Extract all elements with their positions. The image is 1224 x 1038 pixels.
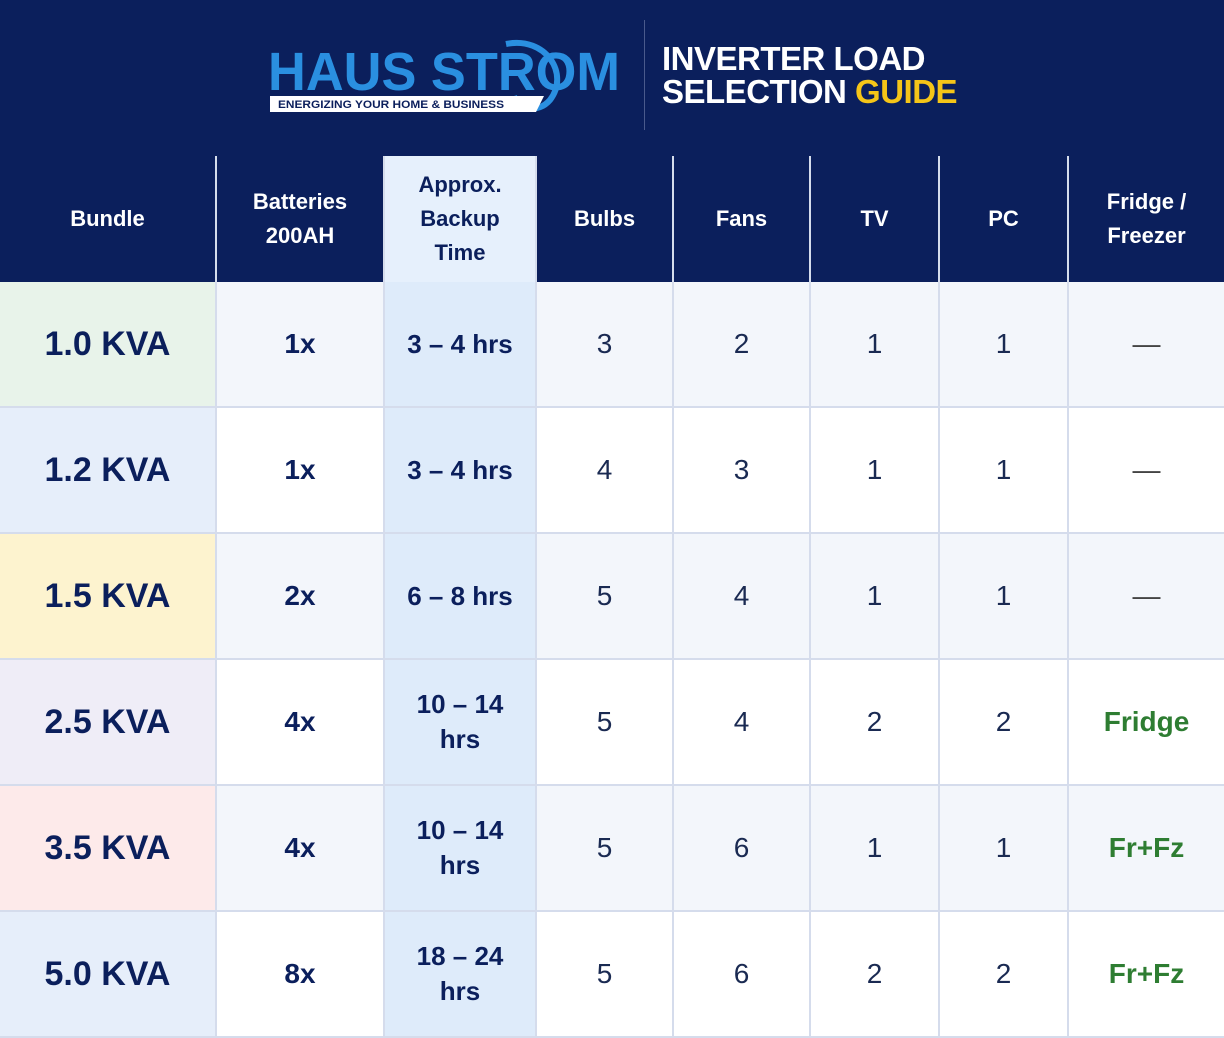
bulbs-cell: 4 (536, 407, 674, 534)
column-header-text: Freezer (1107, 223, 1186, 248)
tagline-banner (270, 96, 544, 112)
bundle-cell: 2.5 KVA (0, 659, 217, 786)
fans-cell: 2 (673, 282, 811, 408)
backup-time-text: 3 – 4 hrs (407, 454, 513, 485)
title-prefix: SELECTION (662, 73, 856, 110)
pc-cell: 1 (939, 407, 1069, 534)
table-row: 3.5 KVA 4x 10 – 14 hrs 5 6 1 1 Fr+Fz (0, 785, 1224, 912)
fridge-freezer-cell: — (1068, 282, 1224, 408)
bundle-cell: 1.0 KVA (0, 282, 217, 408)
bulbs-cell: 3 (536, 282, 674, 408)
column-header-bulbs: Bulbs (536, 156, 674, 282)
backup-time-cell: 10 – 14 hrs (384, 659, 537, 786)
fans-cell: 6 (673, 785, 811, 912)
backup-time-text: 10 – 14 (416, 815, 504, 845)
bundle-cell: 5.0 KVA (0, 911, 217, 1038)
column-header-text: Batteries (252, 189, 348, 214)
table-body: 1.0 KVA 1x 3 – 4 hrs 3 2 1 1—1.2 KVA 1x 3 – 4 hr… (0, 282, 1224, 1038)
bulbs-cell: 5 (536, 785, 674, 912)
backup-time-text: hrs (439, 976, 481, 1006)
backup-time-cell: 3 – 4 hrs (384, 282, 537, 408)
column-header-text: Bulbs (573, 206, 636, 231)
batteries-cell: 4x (216, 785, 385, 912)
column-header-tv: TV (810, 156, 940, 282)
backup-time-cell: 10 – 14 hrs (384, 785, 537, 912)
haus-strom-logo: HAUS STROM ENERGIZING YOUR HOME & BUSINE… (268, 34, 628, 116)
bulbs-cell: 5 (536, 659, 674, 786)
fridge-freezer-cell: Fr+Fz (1068, 785, 1224, 912)
pc-cell: 2 (939, 659, 1069, 786)
bundle-cell: 1.2 KVA (0, 407, 217, 534)
backup-time-text: 10 – 14 (416, 689, 504, 719)
column-header-text: Time (434, 240, 486, 265)
header-divider (644, 20, 645, 130)
load-selection-table: Bundle Batteries 200AH Approx. Backup Time Bul… (0, 156, 1224, 1038)
column-header-text: Approx. (418, 172, 502, 197)
table-row: 1.5 KVA 2x 6 – 8 hrs 5 4 1 1— (0, 533, 1224, 660)
fridge-freezer-cell: — (1068, 533, 1224, 660)
brand-tagline: ENERGIZING YOUR HOME & BUSINESS (278, 99, 504, 111)
batteries-cell: 2x (216, 533, 385, 660)
backup-time-text: 3 – 4 hrs (407, 328, 513, 359)
table-row: 1.0 KVA 1x 3 – 4 hrs 3 2 1 1— (0, 282, 1224, 408)
tv-cell: 1 (810, 407, 940, 534)
batteries-cell: 8x (216, 911, 385, 1038)
column-header-batteries: Batteries 200AH (216, 156, 385, 282)
fridge-freezer-cell: Fr+Fz (1068, 911, 1224, 1038)
fridge-freezer-cell: Fridge (1068, 659, 1224, 786)
table-row: 2.5 KVA 4x 10 – 14 hrs 5 4 2 2 Fridge (0, 659, 1224, 786)
column-header-text: TV (860, 206, 889, 231)
bulbs-cell: 5 (536, 911, 674, 1038)
pc-cell: 1 (939, 282, 1069, 408)
tv-cell: 1 (810, 785, 940, 912)
title-line-1: INVERTER LOAD (662, 40, 926, 77)
column-header-bundle: Bundle (0, 156, 217, 282)
column-header-backup-time: Approx. Backup Time (384, 156, 537, 282)
pc-cell: 1 (939, 533, 1069, 660)
header-banner: HAUS STROM ENERGIZING YOUR HOME & BUSINE… (0, 0, 1224, 156)
fridge-freezer-cell: — (1068, 407, 1224, 534)
column-header-text: PC (988, 206, 1019, 231)
column-header-text: 200AH (265, 223, 335, 248)
fans-cell: 4 (673, 659, 811, 786)
tv-cell: 1 (810, 282, 940, 408)
column-header-fans: Fans (673, 156, 811, 282)
tv-cell: 2 (810, 911, 940, 1038)
backup-time-cell: 6 – 8 hrs (384, 533, 537, 660)
column-header-text: Bundle (70, 206, 145, 231)
fans-cell: 6 (673, 911, 811, 1038)
bundle-cell: 3.5 KVA (0, 785, 217, 912)
table-row: 5.0 KVA 8x 18 – 24 hrs 5 6 2 2 Fr+Fz (0, 911, 1224, 1038)
fans-cell: 3 (673, 407, 811, 534)
column-header-text: Fans (715, 206, 768, 231)
batteries-cell: 1x (216, 407, 385, 534)
pc-cell: 2 (939, 911, 1069, 1038)
batteries-cell: 4x (216, 659, 385, 786)
batteries-cell: 1x (216, 282, 385, 408)
backup-time-text: 18 – 24 (416, 941, 504, 971)
backup-time-text: hrs (439, 724, 481, 754)
bundle-cell: 1.5 KVA (0, 533, 217, 660)
pc-cell: 1 (939, 785, 1069, 912)
backup-time-text: hrs (439, 850, 481, 880)
column-header-text: Backup (420, 206, 500, 231)
brand-name: HAUS STROM (268, 42, 620, 102)
tv-cell: 2 (810, 659, 940, 786)
guide-title: INVERTER LOAD SELECTION GUIDE (662, 40, 958, 110)
backup-time-text: 6 – 8 hrs (407, 580, 513, 611)
column-header-pc: PC (939, 156, 1069, 282)
title-accent: GUIDE (855, 73, 958, 110)
header-row: Bundle Batteries 200AH Approx. Backup Time Bul… (0, 156, 1224, 282)
backup-time-cell: 3 – 4 hrs (384, 407, 537, 534)
column-header-fridge-freezer: Fridge / Freezer (1068, 156, 1224, 282)
fans-cell: 4 (673, 533, 811, 660)
tv-cell: 1 (810, 533, 940, 660)
bulbs-cell: 5 (536, 533, 674, 660)
backup-time-cell: 18 – 24 hrs (384, 911, 537, 1038)
table-row: 1.2 KVA 1x 3 – 4 hrs 4 3 1 1— (0, 407, 1224, 534)
column-header-text: Fridge / (1106, 189, 1187, 214)
title-line-2: SELECTION GUIDE (662, 73, 958, 110)
